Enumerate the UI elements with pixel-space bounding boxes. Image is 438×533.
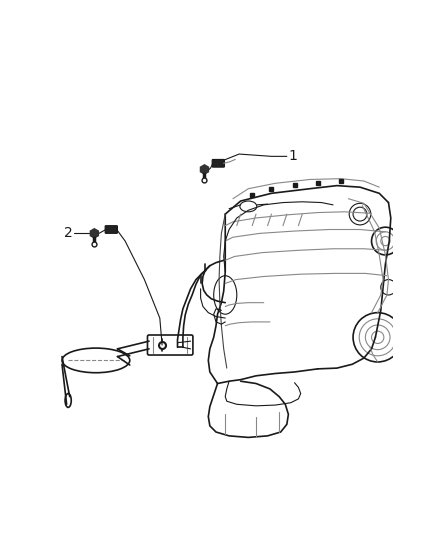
Polygon shape [90,229,99,238]
Polygon shape [201,165,208,174]
Text: 2: 2 [64,227,73,240]
FancyBboxPatch shape [105,225,117,233]
FancyBboxPatch shape [212,159,224,167]
Text: 1: 1 [288,149,297,163]
